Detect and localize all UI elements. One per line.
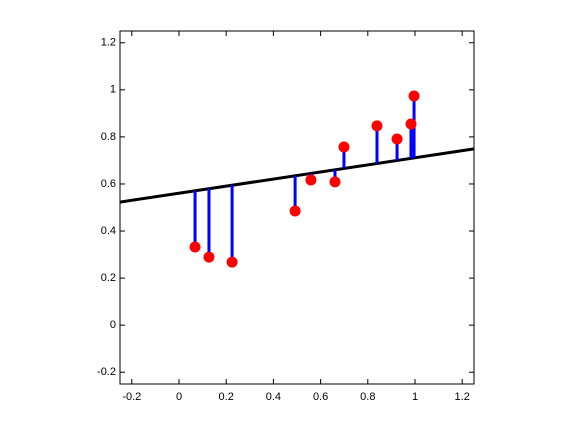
point (371, 120, 383, 132)
y-tick-label: 0.4 (101, 225, 116, 237)
point (408, 90, 420, 102)
y-tick-label: 0.6 (101, 178, 116, 190)
x-tick-label: 0.2 (219, 391, 234, 403)
x-tick-label: 0.8 (360, 391, 375, 403)
point (305, 174, 317, 186)
point (189, 241, 201, 253)
x-tick-label: 1.2 (455, 391, 470, 403)
x-tick-label: 1 (412, 391, 418, 403)
y-tick-label: 1.2 (101, 37, 116, 49)
point (226, 256, 238, 268)
y-tick-label: 0.2 (101, 272, 116, 284)
point (289, 205, 301, 217)
y-tick-label: 1 (110, 84, 116, 96)
x-tick-label: 0 (176, 391, 182, 403)
y-tick-label: -0.2 (97, 366, 116, 378)
point (329, 176, 341, 188)
x-tick-label: -0.2 (122, 391, 141, 403)
y-tick-label: 0.8 (101, 131, 116, 143)
point (405, 118, 417, 130)
x-tick-label: 0.4 (266, 391, 281, 403)
point (391, 133, 403, 145)
point (338, 141, 350, 153)
y-tick-label: 0 (110, 319, 116, 331)
x-tick-label: 0.6 (313, 391, 328, 403)
point (203, 251, 215, 263)
